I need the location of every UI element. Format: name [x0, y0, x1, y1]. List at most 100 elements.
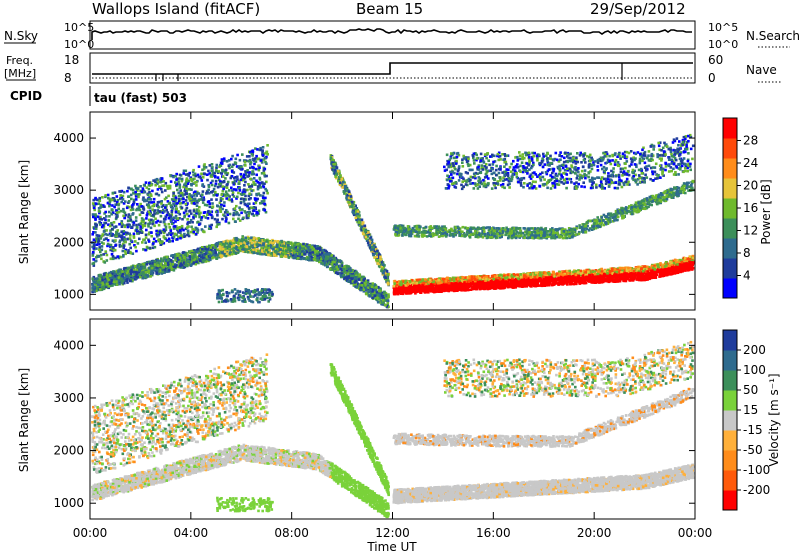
- heatmap-cell: [210, 252, 213, 256]
- heatmap-cell: [179, 192, 183, 195]
- heatmap-cell: [156, 266, 159, 270]
- heatmap-cell: [155, 192, 159, 196]
- heatmap-cell: [359, 275, 363, 279]
- heatmap-cell: [168, 201, 172, 205]
- heatmap-cell: [151, 208, 154, 211]
- cpid-label: CPID: [10, 89, 42, 103]
- heatmap-cell: [121, 198, 125, 201]
- heatmap-cell: [263, 209, 267, 212]
- heatmap-cell: [366, 239, 369, 242]
- heatmap-cell: [272, 241, 276, 244]
- heatmap-cell: [381, 296, 385, 299]
- heatmap-cell: [386, 281, 390, 285]
- heatmap-cell: [102, 287, 106, 291]
- heatmap-cell: [135, 223, 138, 227]
- heatmap-cell: [238, 249, 242, 253]
- heatmap-cell: [186, 222, 189, 226]
- heatmap-cell: [132, 232, 136, 236]
- heatmap-cell: [293, 251, 297, 255]
- heatmap-cell: [121, 249, 125, 253]
- heatmap-cell: [232, 251, 236, 254]
- heatmap-cell: [211, 171, 215, 175]
- heatmap-cell: [182, 258, 185, 261]
- heatmap-cell: [159, 214, 163, 218]
- heatmap-cell: [107, 286, 110, 290]
- heatmap-cell: [150, 194, 153, 198]
- heatmap-cell: [355, 273, 358, 276]
- heatmap-cell: [177, 255, 181, 258]
- heatmap-cell: [155, 221, 158, 224]
- heatmap-cell: [130, 187, 133, 191]
- heatmap-cell: [226, 239, 230, 243]
- heatmap-cell: [191, 227, 194, 231]
- heatmap-cell: [299, 250, 303, 253]
- heatmap-cell: [158, 267, 162, 271]
- heatmap-cell: [168, 226, 171, 229]
- heatmap-cell: [334, 258, 338, 262]
- heatmap-cell: [189, 197, 193, 201]
- heatmap-cell: [233, 179, 237, 183]
- heatmap-cell: [198, 248, 202, 251]
- heatmap-cell: [318, 253, 322, 256]
- heatmap-cell: [283, 251, 287, 254]
- heatmap-cell: [169, 204, 173, 207]
- heatmap-cell: [240, 175, 243, 178]
- heatmap-cell: [335, 173, 339, 176]
- heatmap-cell: [271, 245, 275, 249]
- heatmap-cell: [186, 226, 189, 229]
- heatmap-cell: [179, 264, 182, 268]
- heatmap-cell: [94, 214, 98, 218]
- heatmap-cell: [298, 249, 301, 253]
- nsky-tick-low: 10^0: [64, 38, 94, 51]
- heatmap-cell: [213, 171, 217, 175]
- heatmap-cell: [178, 217, 181, 220]
- heatmap-cell: [244, 194, 247, 198]
- heatmap-cell: [165, 208, 168, 212]
- heatmap-cell: [150, 183, 153, 187]
- heatmap-cell: [147, 218, 151, 222]
- heatmap-cell: [194, 226, 198, 230]
- heatmap-cell: [152, 237, 156, 241]
- heatmap-cell: [181, 193, 185, 197]
- heatmap-cell: [342, 273, 345, 277]
- heatmap-cell: [164, 215, 167, 218]
- heatmap-cell: [277, 249, 281, 252]
- heatmap-cell: [256, 212, 259, 215]
- heatmap-cell: [316, 254, 319, 258]
- heatmap-cell: [172, 191, 175, 195]
- heatmap-cell: [180, 177, 184, 181]
- heatmap-cell: [111, 255, 115, 258]
- heatmap-cell: [316, 259, 319, 262]
- heatmap-cell: [100, 241, 104, 244]
- heatmap-cell: [197, 261, 200, 265]
- heatmap-cell: [232, 211, 236, 215]
- heatmap-cell: [313, 255, 317, 258]
- heatmap-cell: [140, 211, 144, 214]
- heatmap-cell: [149, 264, 153, 268]
- heatmap-cell: [232, 171, 236, 174]
- heatmap-cell: [162, 217, 166, 221]
- heatmap-cell: [342, 275, 345, 279]
- heatmap-cell: [102, 276, 106, 279]
- heatmap-cell: [208, 202, 211, 205]
- heatmap-cell: [119, 278, 123, 281]
- heatmap-cell: [223, 214, 226, 217]
- heatmap-cell: [164, 225, 168, 229]
- freq-unit: [MHz]: [4, 67, 36, 80]
- heatmap-cell: [258, 183, 261, 187]
- heatmap-cell: [258, 243, 262, 247]
- heatmap-cell: [182, 197, 185, 201]
- heatmap-cell: [236, 175, 239, 179]
- heatmap-cell: [243, 242, 246, 245]
- heatmap-cell: [195, 180, 198, 184]
- heatmap-cell: [301, 244, 305, 248]
- heatmap-cell: [202, 167, 206, 171]
- heatmap-cell: [347, 265, 350, 268]
- heatmap-cell: [226, 180, 230, 184]
- heatmap-cell: [167, 213, 171, 216]
- heatmap-cell: [157, 223, 161, 227]
- heatmap-cell: [100, 225, 104, 229]
- heatmap-cell: [249, 162, 252, 166]
- heatmap-cell: [385, 275, 389, 279]
- heatmap-cell: [314, 258, 317, 261]
